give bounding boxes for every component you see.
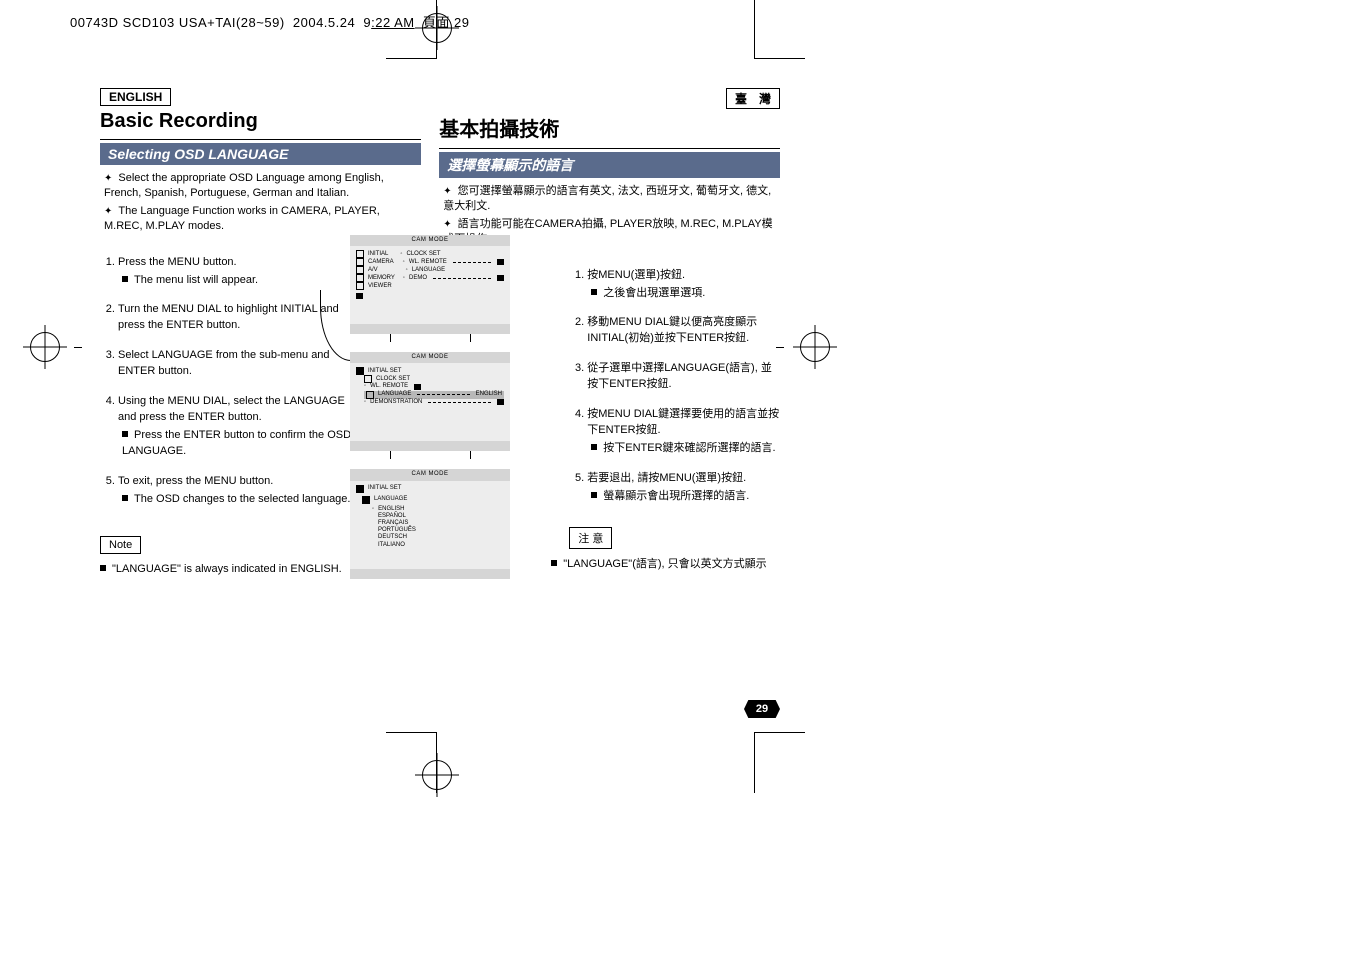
cam-screen-1: CAM MODE INITIAL◦CLOCK SET CAMERA◦WL. RE… <box>350 235 510 334</box>
intro-list-english: Select the appropriate OSD Language amon… <box>104 171 421 235</box>
language-badge-english: ENGLISH <box>100 88 171 106</box>
steps-chinese: 按MENU(選單)按鈕. 之後會出現選單選項. 移動MENU DIAL鍵以便高亮… <box>569 268 780 505</box>
registration-mark <box>422 13 452 43</box>
title-chinese: 基本拍攝技術 <box>439 113 780 142</box>
tick-mark <box>776 347 784 348</box>
cam-screen-2: CAM MODE INITIAL SET CLOCK SET ◦WL. REMO… <box>350 352 510 451</box>
section-heading-chinese: 選擇螢幕顯示的語言 <box>439 152 780 178</box>
registration-mark <box>800 332 830 362</box>
note-text-english: "LANGUAGE" is always indicated in ENGLIS… <box>112 563 342 575</box>
title-english: Basic Recording <box>100 110 421 133</box>
section-heading-english: Selecting OSD LANGUAGE <box>100 143 421 165</box>
language-badge-chinese: 臺 灣 <box>726 88 780 109</box>
note-label-chinese: 注 意 <box>569 527 612 549</box>
note-text-chinese: "LANGUAGE"(語言), 只會以英文方式顯示 <box>563 558 766 570</box>
registration-mark <box>422 760 452 790</box>
page-number-badge: 29 <box>744 700 780 718</box>
screen-group: CAM MODE INITIAL◦CLOCK SET CAMERA◦WL. RE… <box>350 235 510 579</box>
crop-mark <box>754 732 805 793</box>
cam-screen-3: CAM MODE INITIAL SET LANGUAGE ◦ ENGLISH … <box>350 469 510 578</box>
note-label-english: Note <box>100 536 141 554</box>
crop-mark <box>754 0 805 59</box>
registration-mark <box>30 332 60 362</box>
tick-mark <box>74 347 82 348</box>
